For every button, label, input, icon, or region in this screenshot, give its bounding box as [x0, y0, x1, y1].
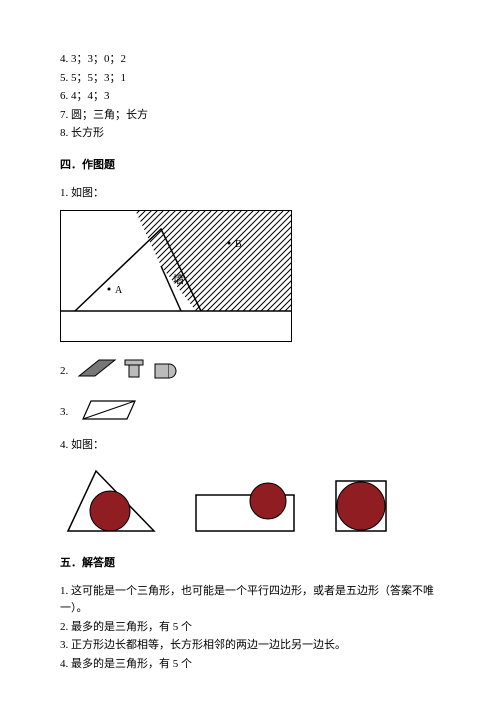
q3-shape	[73, 395, 143, 432]
answer-line: 7. 圆；三角；长方	[60, 107, 440, 125]
answer-line: 6. 4；4；3	[60, 88, 440, 106]
answer-text: 2. 最多的是三角形，有 5 个	[60, 619, 440, 637]
q-label: 3.	[60, 404, 68, 422]
label-a: A	[115, 285, 123, 296]
answer-line: 4. 3；3；0；2	[60, 51, 440, 69]
rectangle-circle	[190, 477, 300, 537]
q-label: 2.	[60, 363, 68, 381]
section-heading: 五．解答题	[60, 555, 440, 573]
q-label: 4. 如图：	[60, 437, 440, 455]
answer-text: 1. 这可能是一个三角形，也可能是一个平行四边形，或者是五边形（答案不唯一）。	[60, 583, 440, 618]
square-circle	[330, 475, 392, 537]
shapes-row	[60, 465, 440, 537]
label-wall: 墙	[173, 272, 184, 286]
triangle-circle	[60, 465, 160, 537]
q2-shapes	[73, 354, 183, 389]
wall-figure: A B 墙	[60, 210, 292, 342]
answer-line: 5. 5；5；3；1	[60, 70, 440, 88]
answer-text: 4. 最多的是三角形，有 5 个	[60, 656, 440, 674]
label-b: B	[235, 239, 242, 250]
q3-row: 3.	[60, 395, 440, 432]
section-heading: 四．作图题	[60, 157, 440, 175]
answer-line: 8. 长方形	[60, 125, 440, 143]
q-label: 1. 如图：	[60, 185, 440, 203]
q2-row: 2.	[60, 354, 440, 389]
answer-text: 3. 正方形边长都相等，长方形相邻的两边一边比另一边长。	[60, 637, 440, 655]
